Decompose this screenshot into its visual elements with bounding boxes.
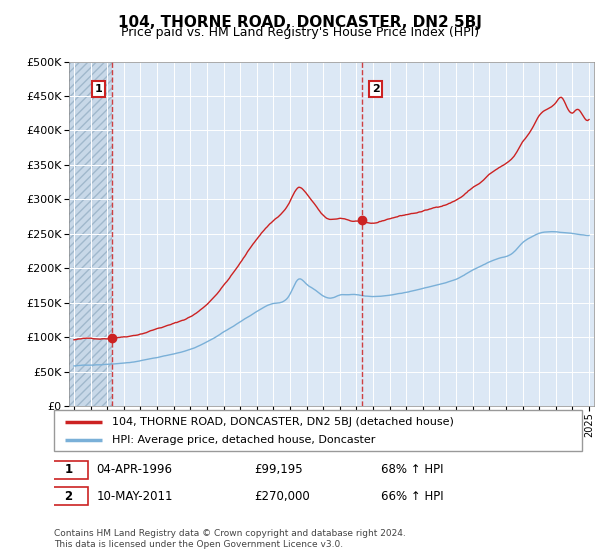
Text: HPI: Average price, detached house, Doncaster: HPI: Average price, detached house, Donc… bbox=[112, 435, 376, 445]
FancyBboxPatch shape bbox=[54, 410, 582, 451]
Text: 104, THORNE ROAD, DONCASTER, DN2 5BJ: 104, THORNE ROAD, DONCASTER, DN2 5BJ bbox=[118, 15, 482, 30]
Text: 68% ↑ HPI: 68% ↑ HPI bbox=[382, 463, 444, 476]
FancyBboxPatch shape bbox=[49, 461, 88, 479]
Text: 2: 2 bbox=[372, 84, 380, 94]
Text: 66% ↑ HPI: 66% ↑ HPI bbox=[382, 490, 444, 503]
Text: Price paid vs. HM Land Registry's House Price Index (HPI): Price paid vs. HM Land Registry's House … bbox=[121, 26, 479, 39]
Text: Contains HM Land Registry data © Crown copyright and database right 2024.: Contains HM Land Registry data © Crown c… bbox=[54, 529, 406, 538]
Text: This data is licensed under the Open Government Licence v3.0.: This data is licensed under the Open Gov… bbox=[54, 540, 343, 549]
Text: 104, THORNE ROAD, DONCASTER, DN2 5BJ (detached house): 104, THORNE ROAD, DONCASTER, DN2 5BJ (de… bbox=[112, 417, 454, 427]
Text: 10-MAY-2011: 10-MAY-2011 bbox=[96, 490, 173, 503]
Text: £99,195: £99,195 bbox=[254, 463, 303, 476]
Text: 1: 1 bbox=[95, 84, 102, 94]
FancyBboxPatch shape bbox=[49, 487, 88, 505]
Text: 2: 2 bbox=[64, 490, 73, 503]
Text: 1: 1 bbox=[64, 463, 73, 476]
Text: 04-APR-1996: 04-APR-1996 bbox=[96, 463, 172, 476]
Text: £270,000: £270,000 bbox=[254, 490, 310, 503]
Bar bbox=[69, 62, 112, 406]
